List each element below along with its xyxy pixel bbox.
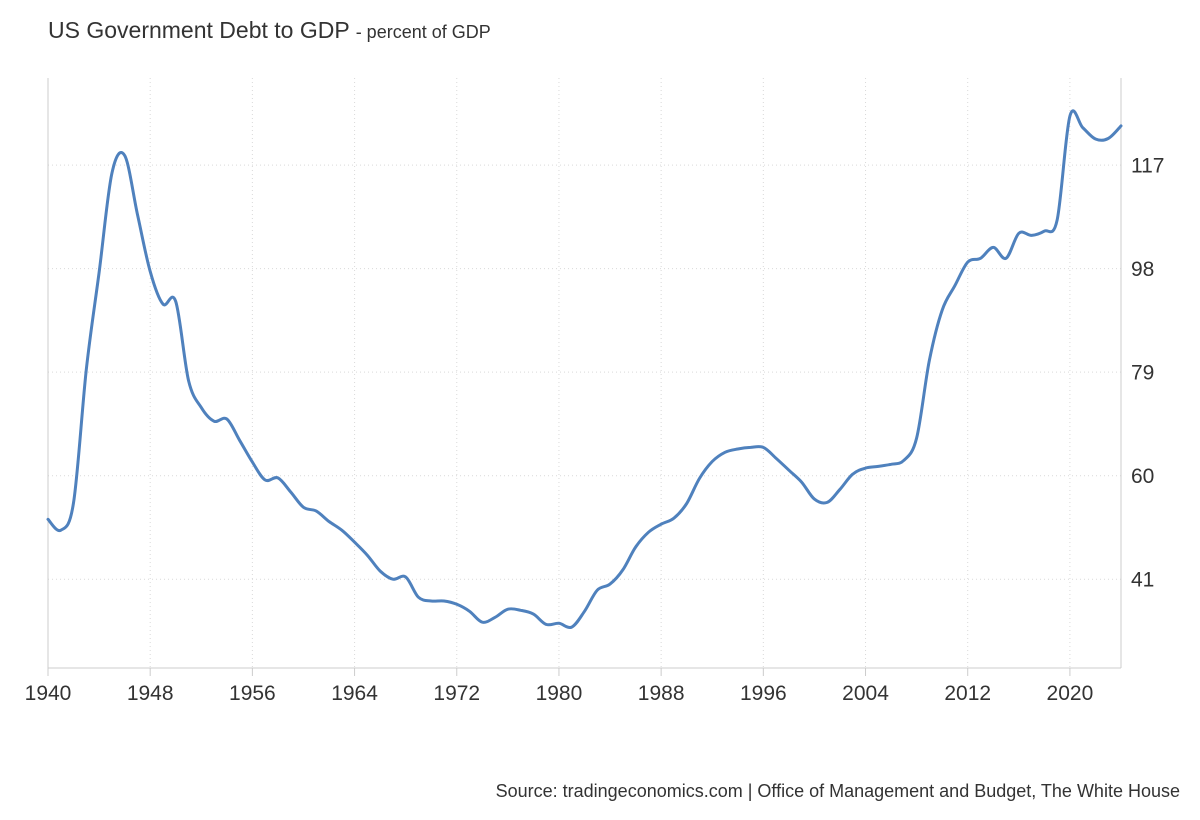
series-line	[46, 109, 1123, 630]
x-tick-label: 1972	[433, 682, 480, 705]
chart-title: US Government Debt to GDP	[48, 17, 350, 43]
chart-subtitle: - percent of GDP	[355, 22, 491, 42]
source-note: Source: tradingeconomics.com | Office of…	[495, 781, 1180, 801]
y-tick-label: 41	[1131, 569, 1154, 592]
gridlines	[47, 78, 1121, 668]
x-tick-label: 1948	[127, 682, 174, 705]
x-tick-label: 1964	[331, 682, 378, 705]
axes	[47, 78, 1122, 669]
y-axis-ticks: 41 60 79 98 117	[1131, 155, 1164, 592]
x-tick-label: 1940	[25, 682, 72, 705]
x-tick-label: 1988	[638, 682, 685, 705]
x-tick-label: 2020	[1047, 682, 1094, 705]
chart-header: US Government Debt to GDP - percent of GD…	[48, 16, 491, 44]
y-tick-label: 60	[1131, 465, 1154, 488]
y-tick-label: 79	[1131, 362, 1154, 385]
x-tick-label: 1980	[536, 682, 583, 705]
x-tick-label: 1956	[229, 682, 276, 705]
y-tick-label: 98	[1131, 258, 1154, 281]
x-tick-label: 1996	[740, 682, 787, 705]
x-tick-label: 2004	[842, 682, 889, 705]
x-tick-label: 2012	[944, 682, 991, 705]
x-axis-ticks: 1940 1948 1956 1964 1972 1980 1988 1996 2004 2012…	[25, 668, 1094, 705]
y-tick-label: 117	[1131, 155, 1164, 178]
